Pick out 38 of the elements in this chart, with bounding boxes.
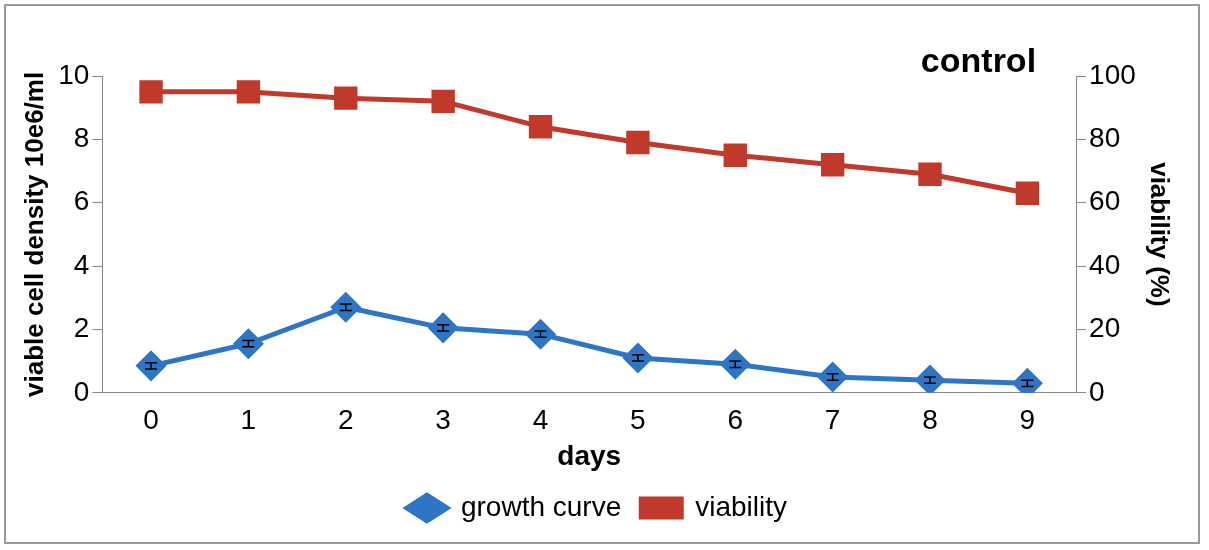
point <box>723 143 747 167</box>
y2-tick-label: 0 <box>1089 375 1105 407</box>
point <box>334 86 358 110</box>
y2-tick-label: 20 <box>1089 312 1121 344</box>
y-tick-label: 0 <box>73 375 90 407</box>
y-tick-label: 2 <box>73 312 90 344</box>
x-tick-label: 9 <box>1019 404 1036 436</box>
x-tick-label: 2 <box>337 404 354 436</box>
legend-label: viability <box>695 490 788 522</box>
y2-tick-label: 100 <box>1089 58 1136 90</box>
y-axis-title: viable cell density 10e6/ml <box>18 71 49 397</box>
point <box>528 115 553 139</box>
point <box>820 153 845 177</box>
y2-tick-label: 80 <box>1089 122 1121 154</box>
point <box>626 130 650 155</box>
chart-title: control <box>920 41 1037 80</box>
x-axis-title: days <box>557 439 622 471</box>
point <box>1015 181 1040 205</box>
point <box>139 80 163 104</box>
x-tick-label: 3 <box>435 404 451 436</box>
x-tick-label: 5 <box>630 404 646 436</box>
point <box>431 89 455 114</box>
x-tick-label: 8 <box>922 404 938 436</box>
y-tick-label: 4 <box>73 248 90 280</box>
y-tick-label: 8 <box>73 122 90 154</box>
x-tick-label: 6 <box>727 404 744 436</box>
point <box>236 80 261 104</box>
y-tick-label: 10 <box>58 58 90 90</box>
x-tick-label: 1 <box>240 404 257 436</box>
y2-axis-title: viability (%) <box>1145 162 1176 307</box>
x-tick-label: 0 <box>143 404 159 436</box>
x-tick-label: 4 <box>532 404 549 436</box>
y2-tick-label: 40 <box>1089 248 1121 280</box>
x-tick-label: 7 <box>824 404 841 436</box>
legend-label: growth curve <box>460 490 622 522</box>
point <box>918 162 942 186</box>
y2-tick-label: 60 <box>1089 185 1121 217</box>
y-tick-label: 6 <box>73 185 90 217</box>
